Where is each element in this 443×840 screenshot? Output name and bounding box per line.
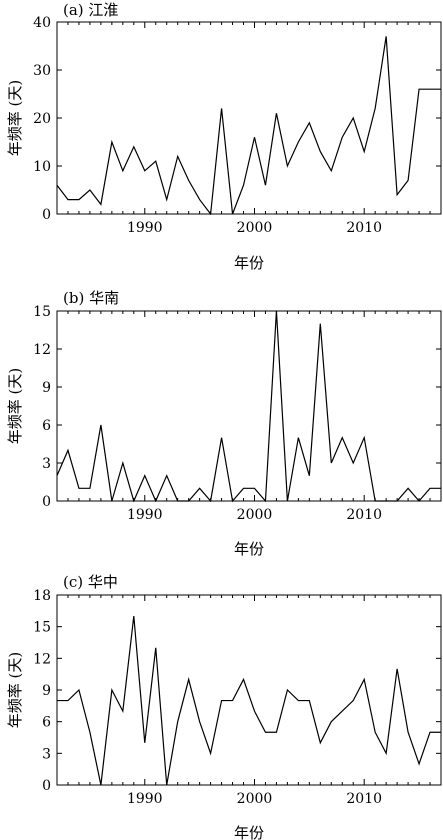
x-tick-label: 2000 [237,507,273,523]
y-tick-label: 12 [33,342,51,358]
y-tick-label: 6 [42,418,51,434]
y-tick-label: 0 [42,207,51,223]
y-tick-label: 30 [33,63,51,79]
y-tick-label: 12 [33,651,51,667]
y-tick-label: 40 [33,15,51,31]
x-tick-label: 1990 [127,791,163,807]
x-tick-label: 2000 [237,791,273,807]
y-tick-label: 20 [33,111,51,127]
panel-title: (a) 江淮 [63,1,118,19]
x-axis-label: 年份 [234,540,264,558]
panel-title: (b) 华南 [63,289,119,307]
y-tick-label: 15 [33,304,51,320]
x-tick-label: 1990 [127,220,163,236]
x-tick-label: 2010 [346,507,382,523]
x-tick-label: 2010 [346,791,382,807]
panel-c: (c) 华中 0 3 6 9 12 15 18 1990 2000 2010 年份 年频率 (天) [6,573,442,840]
series-line [57,310,441,502]
y-tick-label: 18 [33,588,51,604]
x-tick-label: 1990 [127,507,163,523]
x-tick-label: 2010 [346,220,382,236]
x-axis-label: 年份 [234,824,264,840]
panel-a: (a) 江淮 0 10 20 30 40 1990 2000 2010 年份 年频率 (天) [6,1,442,272]
plot-frame [56,310,442,502]
y-tick-label: 9 [42,683,51,699]
series-line [57,36,441,215]
series-line [57,616,441,786]
y-axis-label: 年频率 (天) [6,80,24,156]
plot-frame [56,594,442,786]
y-tick-label: 9 [42,380,51,396]
x-axis-label: 年份 [234,254,264,272]
panel-title: (c) 华中 [63,573,118,591]
y-tick-label: 3 [42,456,51,472]
y-tick-label: 6 [42,715,51,731]
y-axis-label: 年频率 (天) [6,652,24,728]
y-tick-label: 10 [33,159,51,175]
x-tick-label: 2000 [237,220,273,236]
y-tick-label: 15 [33,620,51,636]
y-tick-label: 3 [42,746,51,762]
y-tick-label: 0 [42,494,51,510]
y-tick-label: 0 [42,778,51,794]
panel-b: (b) 华南 0 3 6 9 12 15 1990 2000 2010 年份 年频率 (天) [6,289,442,558]
y-axis-label: 年频率 (天) [6,368,24,444]
